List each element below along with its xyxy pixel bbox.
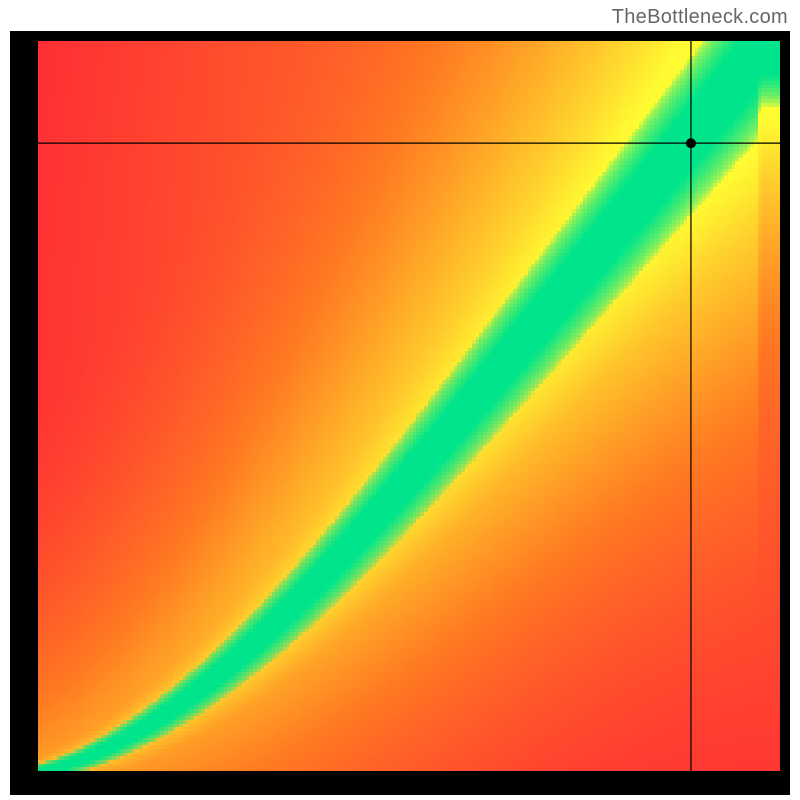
heatmap-canvas [38,41,780,771]
bottleneck-heatmap [10,31,790,795]
watermark-text: TheBottleneck.com [612,6,788,29]
